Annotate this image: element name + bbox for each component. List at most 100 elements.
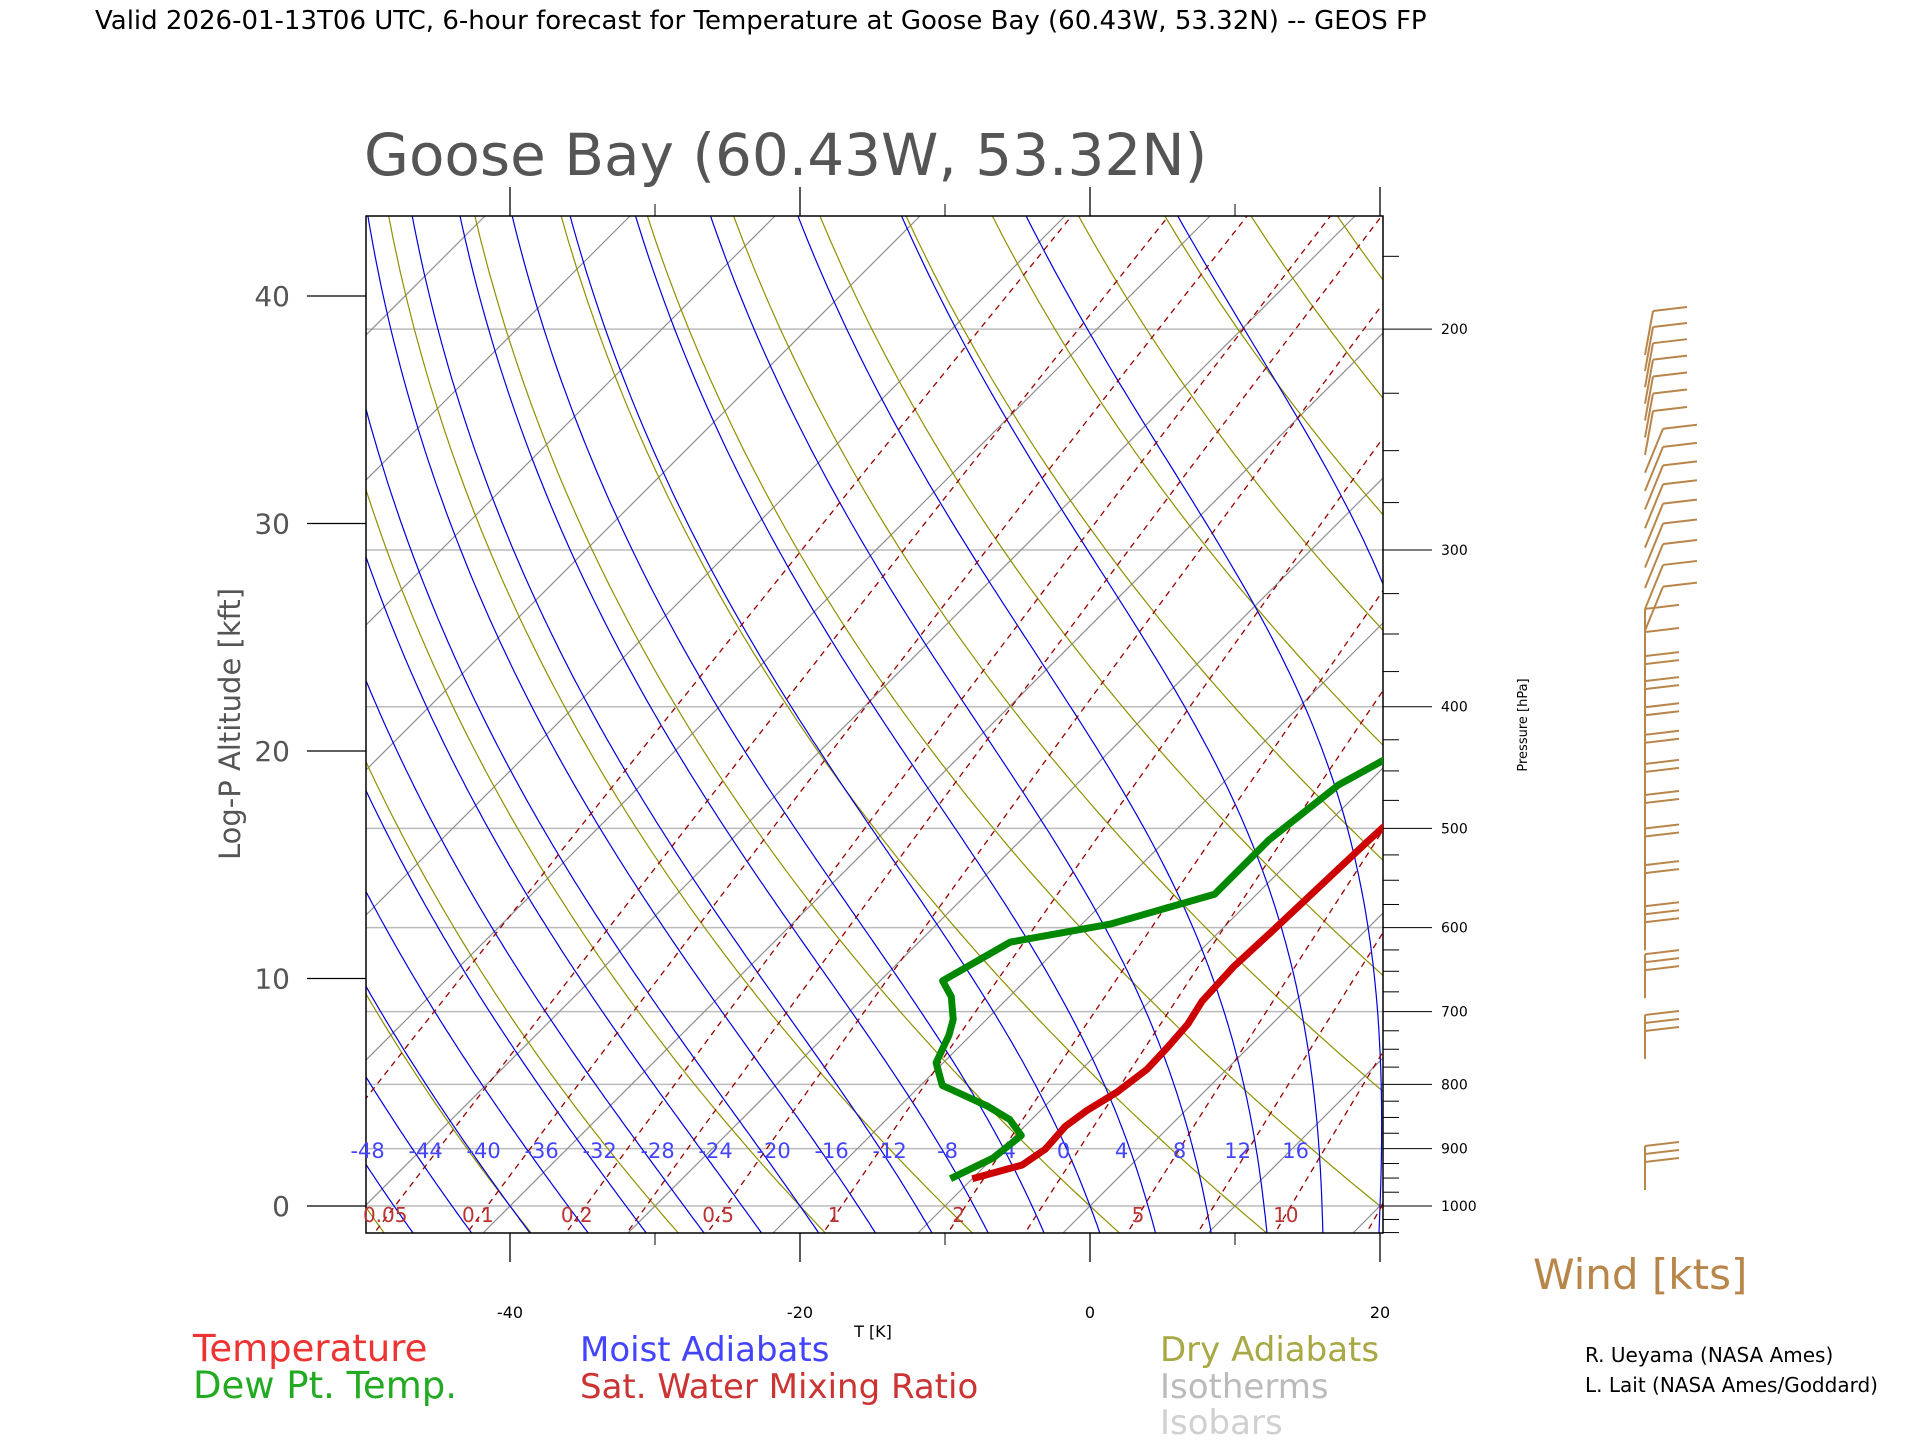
wind-barb bbox=[1644, 1141, 1680, 1190]
isotherm-line bbox=[1207, 1057, 1383, 1233]
x-tick-label: 20 bbox=[1370, 1303, 1390, 1322]
moist-adiabat-line bbox=[366, 985, 531, 1233]
dry-adiabat-line bbox=[366, 992, 533, 1233]
dry-adiabat-line bbox=[1645, 172, 1920, 1248]
mixing-ratio-label: 2 bbox=[952, 1203, 965, 1227]
dry-adiabat-line bbox=[991, 216, 1383, 747]
moist-adiabat-label: 4 bbox=[1115, 1139, 1128, 1163]
x-tick-label: -20 bbox=[787, 1303, 813, 1322]
wind-barb bbox=[1644, 651, 1680, 701]
wind-barb bbox=[1644, 1009, 1680, 1059]
isotherm-line bbox=[366, 216, 631, 481]
isotherm-line bbox=[366, 216, 921, 771]
moist-adiabat-label: -24 bbox=[698, 1139, 732, 1163]
moist-adiabat-line bbox=[1177, 216, 1383, 586]
moist-adiabat-line bbox=[900, 216, 1324, 1233]
moist-adiabat-label: -12 bbox=[872, 1139, 906, 1163]
wind-barb bbox=[1644, 901, 1680, 951]
wind-barb bbox=[1644, 338, 1688, 388]
moist-adiabat-label: -32 bbox=[582, 1139, 616, 1163]
mixing-ratio-label: 0.5 bbox=[702, 1203, 734, 1227]
pressure-tick-label: 400 bbox=[1441, 700, 1468, 716]
isotherm-line bbox=[482, 332, 1383, 1233]
wind-barb bbox=[1644, 603, 1680, 653]
dry-adiabat-line bbox=[0, 172, 247, 1248]
wind-barb bbox=[1644, 388, 1688, 438]
wind-label: Wind [kts] bbox=[1533, 1250, 1747, 1299]
legend-temperature: Temperature bbox=[192, 1327, 427, 1370]
wind-barb bbox=[1644, 518, 1698, 568]
dry-adiabat-line bbox=[366, 760, 680, 1233]
wind-barb bbox=[1644, 860, 1680, 910]
moist-adiabat-label: -16 bbox=[814, 1139, 848, 1163]
moist-adiabat-line bbox=[1025, 216, 1383, 1233]
isobar-lines bbox=[366, 328, 1383, 1207]
mixing-ratio-lines bbox=[366, 208, 1920, 1248]
isotherm-line bbox=[917, 767, 1383, 1233]
y-axis-left-label: Log-P Altitude [kft] bbox=[213, 588, 247, 860]
y-tick-label-left: 0 bbox=[272, 1190, 290, 1223]
moist-adiabat-line bbox=[366, 406, 820, 1233]
legend-dewpoint: Dew Pt. Temp. bbox=[193, 1364, 457, 1407]
isotherm-line bbox=[366, 216, 776, 626]
pressure-tick-label: 300 bbox=[1441, 543, 1468, 559]
x-tick-label: -40 bbox=[497, 1303, 523, 1322]
mixing-ratio-line bbox=[822, 436, 1383, 1233]
mixing-ratio-line bbox=[1595, 208, 1920, 1248]
moist-adiabat-line bbox=[366, 679, 705, 1233]
moist-adiabat-line bbox=[366, 789, 648, 1233]
wind-barbs bbox=[1644, 306, 1698, 1190]
mixing-ratio-label: 1 bbox=[828, 1203, 841, 1227]
header-title: Valid 2026-01-13T06 UTC, 6-hour forecast… bbox=[95, 6, 1427, 36]
dry-adiabat-line bbox=[1814, 172, 1920, 1248]
moist-adiabat-line bbox=[459, 216, 989, 1233]
moist-adiabat-label: 8 bbox=[1173, 1139, 1186, 1163]
isotherm-line bbox=[772, 622, 1383, 1233]
credit-line-2: L. Lait (NASA Ames/Goddard) bbox=[1585, 1373, 1878, 1397]
pressure-tick-label: 700 bbox=[1441, 1005, 1468, 1021]
wind-barb bbox=[1644, 306, 1688, 356]
dry-adiabat-line bbox=[560, 216, 1268, 1233]
wind-barb bbox=[1644, 321, 1688, 372]
wind-barb bbox=[1644, 676, 1680, 726]
moist-adiabat-label: 0 bbox=[1057, 1139, 1070, 1163]
chart-title: Goose Bay (60.43W, 53.32N) bbox=[364, 121, 1207, 189]
dry-adiabat-line bbox=[1898, 172, 1920, 1248]
dry-adiabat-lines bbox=[0, 172, 1920, 1248]
wind-barb bbox=[1644, 702, 1680, 752]
moist-adiabat-label: -48 bbox=[350, 1139, 384, 1163]
moist-adiabat-label: -20 bbox=[756, 1139, 790, 1163]
mixing-ratio-label: 10 bbox=[1273, 1203, 1298, 1227]
dry-adiabat-line bbox=[1077, 216, 1383, 632]
pressure-tick-label: 900 bbox=[1441, 1142, 1468, 1158]
dry-adiabat-line bbox=[474, 216, 1121, 1233]
mixing-ratio-line bbox=[1274, 1050, 1383, 1233]
mixing-ratio-line bbox=[1425, 208, 1920, 1248]
moist-adiabat-labels: -48 -44 -40 -36 -32 -28 -24 -20 -16 -12 -8 -4 0 4 8 12 1… bbox=[350, 1139, 1309, 1163]
isotherm-line bbox=[366, 216, 1211, 1061]
dry-adiabat-line bbox=[1336, 216, 1383, 281]
mixing-ratio-label: 0.05 bbox=[363, 1203, 408, 1227]
wind-barb bbox=[1644, 949, 1680, 999]
dry-adiabat-line bbox=[1477, 172, 1920, 1248]
moist-adiabat-lines bbox=[366, 216, 1383, 1233]
pressure-tick-label: 1000 bbox=[1441, 1199, 1477, 1215]
pressure-tick-label: 200 bbox=[1441, 322, 1468, 338]
mixing-ratio-line bbox=[947, 589, 1383, 1233]
dry-adiabat-line bbox=[1729, 172, 1920, 1248]
mixing-ratio-labels: 0.05 0.1 0.2 0.5 1 2 5 10 bbox=[363, 1203, 1299, 1227]
moist-adiabat-label: -28 bbox=[640, 1139, 674, 1163]
pressure-tick-label: 600 bbox=[1441, 921, 1468, 937]
mixing-ratio-line bbox=[466, 216, 1248, 1233]
moist-adiabat-line bbox=[797, 216, 1268, 1233]
x-axis-label: T [K] bbox=[853, 1322, 892, 1341]
mixing-ratio-line bbox=[1126, 829, 1383, 1233]
moist-adiabat-line bbox=[366, 555, 763, 1233]
mixing-ratio-line bbox=[366, 216, 1073, 1100]
legend-isotherms: Isotherms bbox=[1160, 1367, 1329, 1407]
moist-adiabat-line bbox=[367, 216, 877, 1233]
y-tick-label-left: 30 bbox=[254, 508, 290, 541]
moist-adiabat-label: -36 bbox=[524, 1139, 558, 1163]
